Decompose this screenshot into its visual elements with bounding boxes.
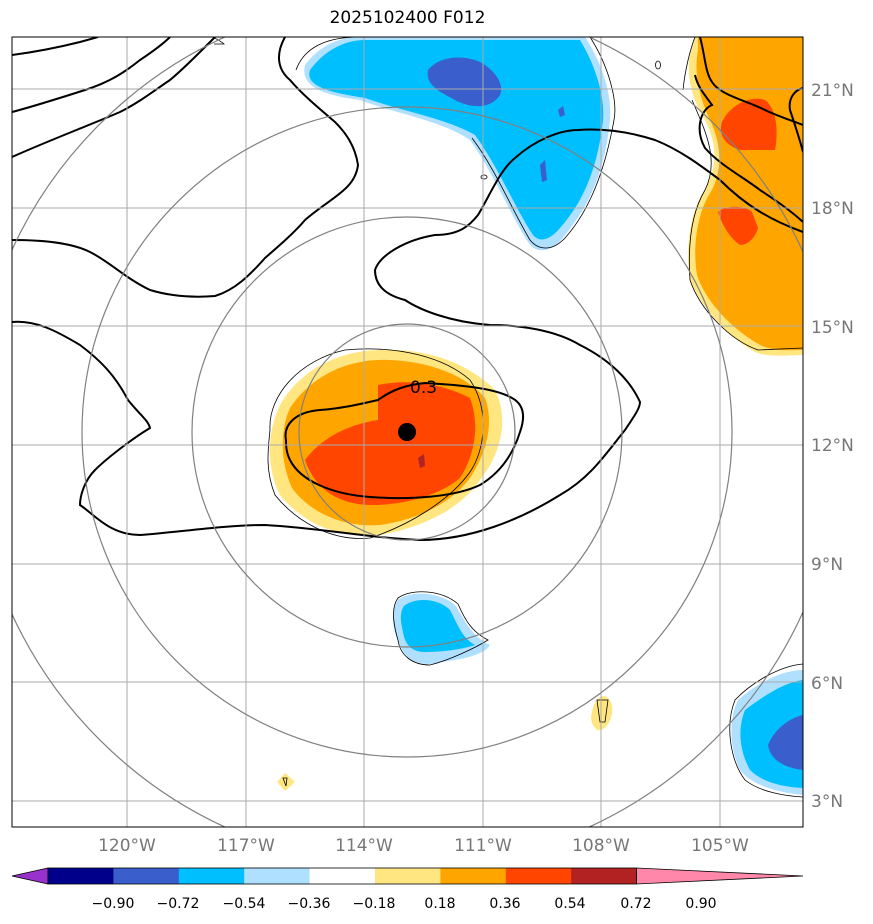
range-rings (12, 37, 803, 827)
colorbar-min-extend (11, 867, 49, 885)
lon-label-108w: 108°W (572, 836, 630, 856)
lat-label-18n: 18°N (811, 199, 854, 219)
contour-value-label: 0.3 (410, 378, 437, 398)
lon-label-114w: 114°W (335, 836, 393, 856)
colorbar (11, 867, 804, 885)
colorbar-swatch (375, 868, 441, 884)
negative-anomaly-north (304, 37, 611, 251)
range-ring-1 (298, 323, 516, 541)
thick-contours (12, 37, 803, 542)
map-frame (11, 36, 804, 828)
colorbar-label: 0.90 (685, 896, 716, 912)
colorbar-label: −0.36 (288, 896, 331, 912)
lon-label-120w: 120°W (98, 836, 156, 856)
colorbar-max-extend (636, 867, 804, 885)
contour-0.3 (284, 381, 525, 500)
lat-label-6n: 6°N (811, 674, 843, 694)
range-ring-3 (81, 106, 733, 758)
colorbar-label: −0.90 (92, 896, 135, 912)
colorbar-swatch (505, 868, 572, 884)
colorbar-label: −0.54 (223, 896, 266, 912)
colorbar-label: −0.72 (157, 896, 200, 912)
positive-anomaly-center (269, 349, 503, 536)
range-ring-2 (191, 216, 623, 648)
lat-label-21n: 21°N (811, 81, 854, 101)
colorbar-labels: −0.90 −0.72 −0.54 −0.36 −0.18 0.18 0.36 … (92, 896, 717, 912)
colorbar-swatch (113, 868, 180, 884)
storm-center-marker (398, 423, 416, 441)
positive-anomaly-east (688, 37, 803, 356)
lon-label-111w: 111°W (454, 836, 512, 856)
colorbar-swatch (244, 868, 311, 884)
longitude-labels: 120°W 117°W 114°W 111°W 108°W 105°W (98, 836, 749, 856)
lat-label-3n: 3°N (811, 792, 843, 812)
lon-label-105w: 105°W (691, 836, 749, 856)
lat-label-15n: 15°N (811, 318, 854, 338)
lat-label-12n: 12°N (811, 436, 854, 456)
colorbar-swatch (571, 868, 638, 884)
map-title: 2025102400 F012 (329, 8, 486, 28)
colorbar-swatch (440, 868, 507, 884)
negative-anomaly-small (392, 593, 490, 665)
colorbar-label: 0.18 (424, 896, 455, 912)
latitude-labels: 21°N 18°N 15°N 12°N 9°N 6°N 3°N (811, 81, 854, 812)
colorbar-swatch (48, 868, 114, 884)
colorbar-swatch (178, 868, 245, 884)
colorbar-frame (47, 867, 637, 885)
small-positive-blobs (277, 696, 613, 791)
map-canvas: 0.3 (12, 37, 803, 827)
colorbar-label: 0.72 (620, 896, 651, 912)
lat-label-9n: 9°N (811, 555, 843, 575)
colorbar-swatch (309, 868, 376, 884)
lon-label-117w: 117°W (217, 836, 275, 856)
graticule (12, 37, 803, 827)
colorbar-label: 0.36 (489, 896, 520, 912)
colorbar-label: 0.54 (554, 896, 585, 912)
colorbar-label: −0.18 (353, 896, 396, 912)
